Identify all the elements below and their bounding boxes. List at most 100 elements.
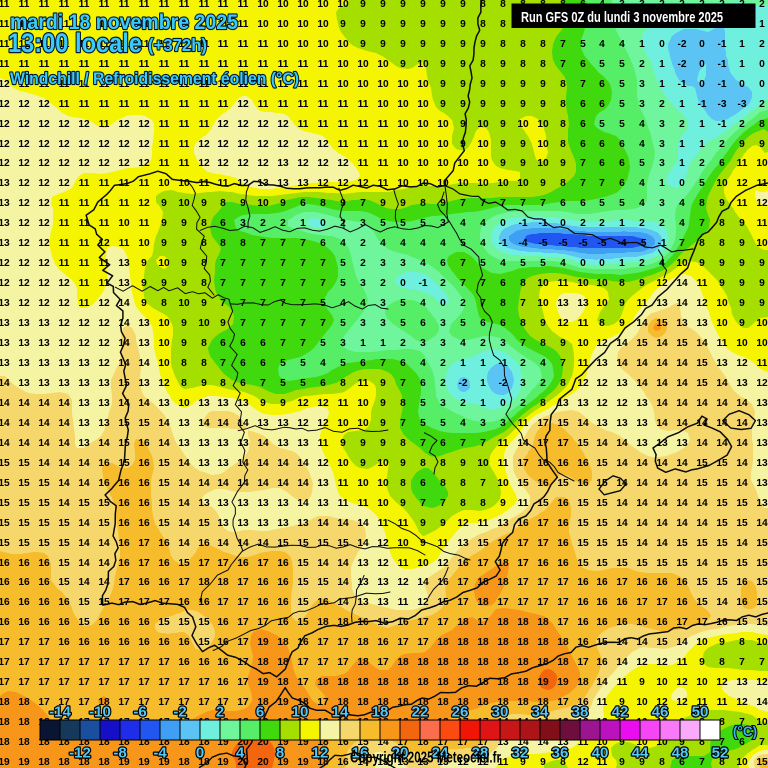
svg-text:7: 7: [719, 737, 725, 748]
svg-text:15: 15: [297, 558, 309, 569]
svg-text:11: 11: [139, 19, 150, 30]
svg-text:12: 12: [18, 238, 30, 249]
svg-text:11: 11: [258, 99, 269, 110]
svg-text:11: 11: [697, 697, 708, 708]
svg-text:5: 5: [440, 418, 446, 429]
svg-text:16: 16: [118, 498, 130, 509]
svg-text:11: 11: [159, 158, 170, 169]
svg-text:7: 7: [280, 298, 286, 309]
svg-text:6: 6: [420, 318, 426, 329]
svg-text:8: 8: [480, 19, 486, 30]
svg-text:18: 18: [457, 677, 469, 688]
svg-text:9: 9: [141, 298, 147, 309]
svg-text:12: 12: [716, 677, 728, 688]
svg-text:10: 10: [357, 398, 369, 409]
svg-text:14: 14: [676, 358, 688, 369]
svg-text:11: 11: [139, 39, 150, 50]
svg-text:14: 14: [696, 498, 708, 509]
svg-text:-1: -1: [498, 358, 507, 369]
svg-text:9: 9: [340, 19, 346, 30]
svg-text:12: 12: [138, 198, 150, 209]
svg-text:2: 2: [739, 119, 745, 130]
svg-text:7: 7: [440, 498, 446, 509]
svg-text:15: 15: [716, 538, 728, 549]
svg-text:7: 7: [300, 238, 306, 249]
svg-text:13: 13: [78, 418, 90, 429]
svg-text:1: 1: [639, 39, 645, 50]
svg-text:7: 7: [240, 258, 246, 269]
svg-text:2: 2: [659, 218, 665, 229]
svg-text:5: 5: [280, 358, 286, 369]
svg-text:7: 7: [480, 298, 486, 309]
svg-text:0: 0: [500, 218, 506, 229]
svg-text:14: 14: [577, 418, 589, 429]
svg-text:10: 10: [497, 178, 509, 189]
svg-text:14: 14: [78, 538, 90, 549]
svg-text:14: 14: [58, 478, 70, 489]
svg-text:18: 18: [477, 577, 489, 588]
svg-text:14: 14: [0, 378, 10, 389]
svg-text:12: 12: [0, 99, 10, 110]
svg-text:11: 11: [79, 218, 90, 229]
svg-text:7: 7: [699, 757, 705, 768]
svg-text:11: 11: [179, 0, 190, 10]
svg-text:7: 7: [560, 358, 566, 369]
svg-text:2: 2: [260, 218, 266, 229]
svg-text:12: 12: [437, 558, 449, 569]
svg-text:14: 14: [38, 458, 50, 469]
svg-text:11: 11: [199, 59, 210, 70]
svg-text:9: 9: [420, 518, 426, 529]
svg-text:14: 14: [656, 538, 668, 549]
svg-text:9: 9: [639, 757, 645, 768]
svg-text:17: 17: [237, 637, 249, 648]
svg-text:13:00 locale: 13:00 locale: [8, 28, 142, 58]
svg-text:17: 17: [537, 577, 549, 588]
svg-text:4: 4: [320, 358, 326, 369]
svg-text:11: 11: [119, 238, 130, 249]
svg-text:17: 17: [537, 418, 549, 429]
svg-text:15: 15: [38, 478, 50, 489]
svg-text:15: 15: [756, 597, 768, 608]
svg-text:14: 14: [676, 378, 688, 389]
svg-text:7: 7: [320, 278, 326, 289]
svg-text:12: 12: [38, 238, 50, 249]
svg-text:12: 12: [756, 378, 768, 389]
svg-text:19: 19: [217, 757, 229, 768]
svg-text:11: 11: [159, 39, 170, 50]
svg-text:18: 18: [18, 697, 30, 708]
svg-text:17: 17: [138, 538, 150, 549]
svg-text:9: 9: [440, 518, 446, 529]
svg-text:14: 14: [98, 538, 110, 549]
svg-text:14: 14: [237, 538, 249, 549]
svg-text:12: 12: [297, 158, 309, 169]
svg-text:13: 13: [297, 518, 309, 529]
svg-text:17: 17: [78, 697, 90, 708]
svg-text:3: 3: [500, 338, 506, 349]
svg-text:14: 14: [616, 657, 628, 668]
svg-text:-14: -14: [49, 704, 71, 721]
svg-text:13: 13: [78, 378, 90, 389]
svg-text:9: 9: [440, 198, 446, 209]
svg-text:18: 18: [457, 697, 469, 708]
svg-text:10: 10: [337, 418, 349, 429]
svg-text:17: 17: [517, 558, 529, 569]
svg-text:9: 9: [400, 39, 406, 50]
svg-text:12: 12: [312, 745, 329, 762]
svg-text:11: 11: [358, 99, 369, 110]
svg-text:12: 12: [217, 119, 229, 130]
svg-text:8: 8: [161, 298, 167, 309]
svg-text:12: 12: [277, 119, 289, 130]
svg-text:10: 10: [517, 178, 529, 189]
svg-text:11: 11: [298, 79, 309, 90]
svg-text:10: 10: [417, 158, 429, 169]
svg-text:4: 4: [236, 745, 245, 762]
svg-text:13: 13: [317, 478, 329, 489]
svg-text:10: 10: [297, 19, 309, 30]
svg-text:16: 16: [0, 617, 10, 628]
svg-text:12: 12: [317, 139, 329, 150]
svg-text:9: 9: [420, 0, 426, 10]
svg-text:9: 9: [500, 139, 506, 150]
svg-text:15: 15: [78, 617, 90, 628]
svg-text:14: 14: [537, 737, 549, 748]
svg-text:11: 11: [79, 0, 90, 10]
